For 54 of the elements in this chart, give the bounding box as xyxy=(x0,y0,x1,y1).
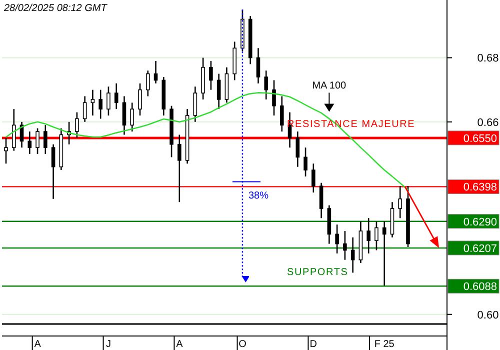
candlestick xyxy=(75,112,79,139)
candlestick xyxy=(296,130,300,168)
candlestick xyxy=(51,144,56,200)
candlestick xyxy=(36,128,40,155)
y-tick-label: 0.60 xyxy=(477,309,499,322)
candlestick xyxy=(374,220,378,251)
candlestick xyxy=(304,146,308,178)
ref-line-label: 0.6290 xyxy=(463,216,497,228)
candlestick xyxy=(114,82,118,110)
candlestick xyxy=(398,185,402,219)
annotation: SUPPORTS xyxy=(287,267,348,278)
candlestick xyxy=(4,137,8,164)
ref-line-label: 0.6207 xyxy=(463,242,497,255)
y-tick-label: 0.66 xyxy=(477,116,499,129)
ref-line-label: 0.6550 xyxy=(463,132,497,145)
candlestick xyxy=(178,134,182,203)
candlestick xyxy=(193,86,198,123)
series-label: MA 100 xyxy=(312,80,347,92)
candlestick xyxy=(256,47,260,84)
candlestick xyxy=(28,130,32,155)
candlestick xyxy=(44,124,48,155)
candlestick xyxy=(343,230,347,260)
candlestick xyxy=(138,82,142,116)
candlestick xyxy=(382,220,386,286)
y-tick-label: 0.68 xyxy=(477,52,499,65)
candlestick xyxy=(130,102,134,132)
x-tick-label: A xyxy=(34,339,42,350)
candlestick xyxy=(146,70,150,97)
candlestick xyxy=(264,70,268,100)
candlestick xyxy=(82,96,87,123)
x-tick-label: A xyxy=(176,339,184,350)
candlestick xyxy=(209,60,213,90)
annotation: 38% xyxy=(248,190,269,202)
candlestick xyxy=(350,236,355,274)
candlestick xyxy=(272,80,276,116)
x-tick-label: F 25 xyxy=(374,339,395,350)
candlestick xyxy=(335,224,339,254)
candlestick xyxy=(90,89,95,116)
ref-line-label: 0.6088 xyxy=(463,281,497,294)
x-tick-label: J xyxy=(106,339,111,350)
x-tick-label: D xyxy=(310,339,318,350)
candlestick xyxy=(319,182,324,219)
candlestick xyxy=(366,217,370,254)
x-tick-label: O xyxy=(238,339,247,350)
candlestick xyxy=(216,73,221,110)
candlestick xyxy=(122,96,126,136)
candlestick xyxy=(98,89,102,120)
ref-line-label: 0.6398 xyxy=(463,182,497,194)
candlestick xyxy=(280,96,284,132)
candlestick xyxy=(12,108,16,152)
candlestick xyxy=(312,162,316,194)
candlestick xyxy=(154,60,158,84)
candlestick xyxy=(106,86,110,116)
chart-title: 28/02/2025 08:12 GMT xyxy=(3,3,108,14)
